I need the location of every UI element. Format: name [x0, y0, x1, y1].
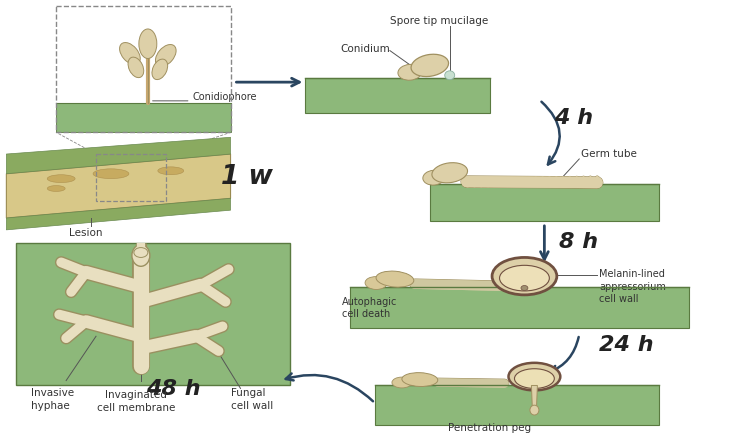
Ellipse shape	[47, 186, 65, 191]
Ellipse shape	[128, 57, 144, 78]
Text: Conidium: Conidium	[340, 44, 390, 54]
Ellipse shape	[499, 177, 505, 187]
Ellipse shape	[509, 363, 560, 390]
Bar	[16, 243, 290, 385]
Polygon shape	[6, 198, 230, 230]
Bar	[56, 6, 230, 133]
Ellipse shape	[500, 266, 549, 291]
Ellipse shape	[514, 369, 554, 388]
Ellipse shape	[478, 177, 484, 187]
Ellipse shape	[376, 271, 414, 287]
Text: 24 h: 24 h	[599, 335, 654, 355]
Ellipse shape	[402, 373, 438, 386]
Text: Melanin-lined
appressorium
cell wall: Melanin-lined appressorium cell wall	[599, 269, 666, 304]
Text: Fungal
cell wall: Fungal cell wall	[230, 388, 273, 411]
Bar	[350, 287, 688, 328]
Ellipse shape	[134, 248, 148, 257]
Ellipse shape	[519, 177, 525, 187]
Ellipse shape	[574, 176, 580, 186]
Polygon shape	[6, 137, 230, 174]
Ellipse shape	[492, 177, 498, 187]
Text: 4 h: 4 h	[554, 109, 593, 129]
Ellipse shape	[465, 178, 471, 187]
Text: Penetration peg: Penetration peg	[448, 423, 531, 433]
Text: Germ tube: Germ tube	[581, 149, 637, 159]
Ellipse shape	[139, 29, 157, 58]
Text: Conidiophore: Conidiophore	[193, 92, 257, 102]
Ellipse shape	[532, 177, 538, 187]
Bar	[56, 103, 230, 133]
Text: Autophagic
cell death: Autophagic cell death	[342, 297, 398, 319]
Text: Invaginated
cell membrane: Invaginated cell membrane	[97, 390, 175, 413]
Bar	[375, 385, 659, 425]
Ellipse shape	[594, 176, 600, 186]
Ellipse shape	[560, 176, 566, 186]
Ellipse shape	[540, 177, 546, 186]
Bar	[430, 184, 659, 221]
Ellipse shape	[158, 167, 184, 175]
Ellipse shape	[392, 377, 412, 388]
Ellipse shape	[547, 177, 553, 186]
Polygon shape	[532, 385, 538, 410]
Ellipse shape	[580, 176, 586, 186]
Ellipse shape	[411, 54, 448, 77]
Bar	[96, 154, 166, 201]
Ellipse shape	[587, 176, 593, 186]
Ellipse shape	[445, 71, 454, 80]
Ellipse shape	[423, 170, 445, 185]
Ellipse shape	[485, 177, 491, 187]
Ellipse shape	[554, 176, 560, 186]
Text: 8 h: 8 h	[560, 232, 598, 252]
Text: Spore tip mucilage: Spore tip mucilage	[390, 16, 488, 26]
Ellipse shape	[492, 257, 556, 295]
Ellipse shape	[152, 59, 168, 80]
Ellipse shape	[472, 177, 478, 187]
Ellipse shape	[512, 177, 518, 187]
Bar	[305, 78, 490, 112]
Ellipse shape	[506, 177, 512, 187]
Ellipse shape	[119, 43, 140, 65]
Ellipse shape	[526, 177, 532, 187]
Ellipse shape	[93, 169, 129, 179]
Ellipse shape	[47, 175, 75, 183]
Ellipse shape	[521, 286, 528, 290]
Text: 1 w: 1 w	[220, 164, 272, 190]
Ellipse shape	[567, 176, 573, 186]
Polygon shape	[6, 154, 230, 218]
Ellipse shape	[365, 276, 387, 290]
Ellipse shape	[155, 44, 176, 67]
Text: Lesion: Lesion	[69, 228, 103, 238]
Ellipse shape	[398, 65, 422, 80]
Ellipse shape	[132, 245, 150, 266]
Text: Invasive
hyphae: Invasive hyphae	[32, 388, 74, 411]
Ellipse shape	[530, 405, 539, 415]
Text: 48 h: 48 h	[146, 379, 200, 399]
Ellipse shape	[432, 163, 467, 183]
